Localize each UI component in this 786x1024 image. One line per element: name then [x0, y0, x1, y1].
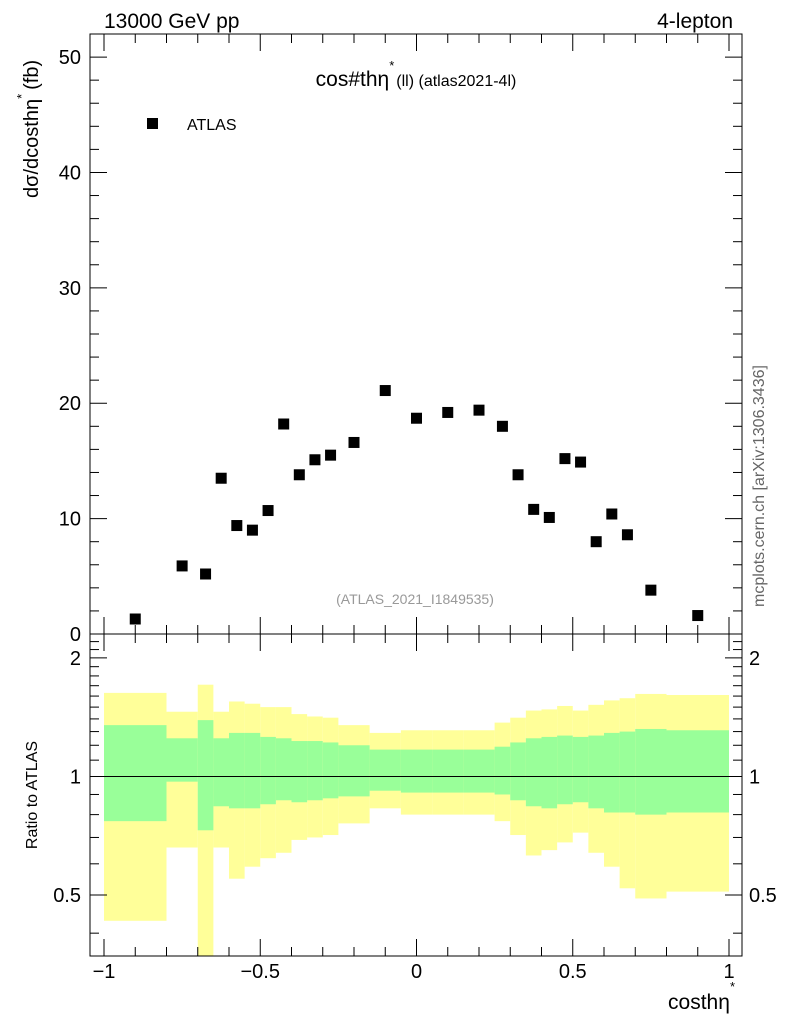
main-y-label-eta: η: [21, 99, 43, 110]
data-point: [176, 560, 188, 572]
data-point: [442, 406, 454, 418]
ratio-inner-band: [604, 732, 620, 813]
main-y-label-star: *: [14, 94, 29, 99]
plot-title: cos#thη*(ll) (atlas2021-4l): [316, 58, 517, 91]
legend-marker: [147, 118, 158, 129]
ratio-inner-band: [275, 738, 292, 801]
ratio-inner-band: [525, 738, 542, 807]
x-axis-label: costhη*: [668, 979, 735, 1014]
analysis-annotation: (ATLAS_2021_I1849535): [336, 591, 494, 607]
data-point: [309, 454, 321, 466]
main-y-tick-label: 20: [59, 393, 81, 415]
plot-title-rest: (ll) (atlas2021-4l): [396, 73, 516, 90]
ratio-inner-band: [104, 725, 167, 822]
ratio-inner-band: [572, 736, 589, 803]
ratio-axis-ticks: 0.5 0.5 1 1 2 2 −1 −0.5 0 0.5 1: [53, 634, 777, 983]
x-axis-label-main: costh: [668, 991, 718, 1014]
main-y-tick-label: 50: [59, 47, 81, 69]
ratio-inner-band: [229, 732, 245, 809]
main-y-tick-label: 0: [70, 624, 81, 646]
data-point: [215, 472, 227, 484]
data-point: [246, 524, 258, 536]
data-point: [325, 449, 337, 461]
ratio-plot: 0.5 0.5 1 1 2 2 −1 −0.5 0 0.5 1 Ratio to ATLAS cos…: [24, 633, 777, 1014]
data-point: [590, 536, 602, 548]
ratio-inner-band: [400, 749, 433, 793]
x-tick-label: −1: [93, 961, 116, 983]
ratio-inner-band: [197, 720, 214, 831]
ratio-y-label: Ratio to ATLAS: [24, 741, 41, 849]
data-point: [278, 418, 290, 430]
data-point: [575, 456, 587, 468]
ratio-inner-band: [510, 742, 526, 801]
ratio-bands: [104, 684, 729, 956]
ratio-y-tick-label-right: 0.5: [749, 885, 777, 907]
main-axis-ticks: 0 10 20 30 40 50: [59, 33, 742, 646]
legend-label: ATLAS: [187, 117, 237, 134]
x-tick-label: 1: [723, 961, 734, 983]
x-axis-label-star: *: [730, 979, 735, 994]
data-point: [559, 453, 571, 465]
ratio-inner-band: [494, 746, 511, 795]
data-point: [473, 404, 485, 416]
ratio-inner-band: [291, 741, 308, 803]
ratio-inner-band: [307, 741, 323, 801]
data-point: [231, 520, 243, 532]
data-point: [496, 420, 508, 432]
ratio-inner-band: [322, 742, 339, 799]
ratio-inner-band: [635, 728, 667, 815]
data-point: [379, 385, 391, 397]
x-axis-label-eta: η: [718, 991, 730, 1014]
ratio-inner-band: [541, 736, 558, 809]
ratio-inner-band: [557, 735, 573, 805]
x-tick-label: −0.5: [241, 961, 280, 983]
ratio-y-tick-label-left: 1: [70, 766, 81, 788]
header-left: 13000 GeV pp: [104, 10, 239, 33]
ratio-inner-band: [463, 749, 495, 793]
data-point: [262, 505, 274, 517]
ratio-y-tick-label-left: 2: [70, 648, 81, 670]
ratio-inner-band: [588, 735, 604, 809]
ratio-inner-band: [166, 738, 198, 782]
data-point: [692, 610, 704, 622]
data-point: [512, 469, 524, 481]
data-point: [543, 511, 555, 523]
ratio-y-tick-label-left: 0.5: [53, 885, 81, 907]
x-tick-label: 0.5: [559, 961, 587, 983]
data-point: [621, 529, 633, 541]
watermark: mcplots.cern.ch [arXiv:1306.3436]: [751, 365, 768, 607]
ratio-inner-band: [260, 736, 276, 805]
ratio-inner-band: [432, 749, 464, 793]
ratio-y-tick-label-right: 1: [749, 766, 760, 788]
main-y-label-main: dσ/dcosth: [21, 110, 43, 198]
data-point: [645, 584, 657, 596]
data-point: [606, 508, 618, 520]
ratio-inner-band: [213, 738, 229, 807]
header-right: 4-lepton: [657, 10, 733, 33]
ratio-inner-band: [619, 731, 636, 813]
plot-title-main: cos#th: [316, 68, 378, 91]
data-point: [411, 412, 422, 424]
main-y-tick-label: 40: [59, 162, 81, 184]
ratio-inner-band: [666, 730, 729, 813]
data-point: [293, 469, 305, 481]
main-y-tick-label: 30: [59, 278, 81, 300]
main-y-tick-label: 10: [59, 509, 81, 531]
plot-title-eta: η: [378, 68, 390, 91]
ratio-y-tick-label-right: 2: [749, 648, 760, 670]
ratio-inner-band: [369, 749, 401, 791]
ratio-inner-band: [244, 732, 261, 809]
ratio-inner-band: [338, 745, 370, 797]
data-point: [348, 436, 360, 448]
plot-title-star: *: [389, 58, 394, 73]
data-points: [129, 385, 704, 625]
data-point: [528, 503, 540, 515]
main-y-label: dσ/dcosthη* (fb): [14, 60, 43, 198]
x-tick-label: 0: [411, 961, 422, 983]
data-point: [129, 613, 141, 625]
main-y-label-unit: (fb): [21, 60, 43, 90]
data-point: [200, 568, 212, 580]
